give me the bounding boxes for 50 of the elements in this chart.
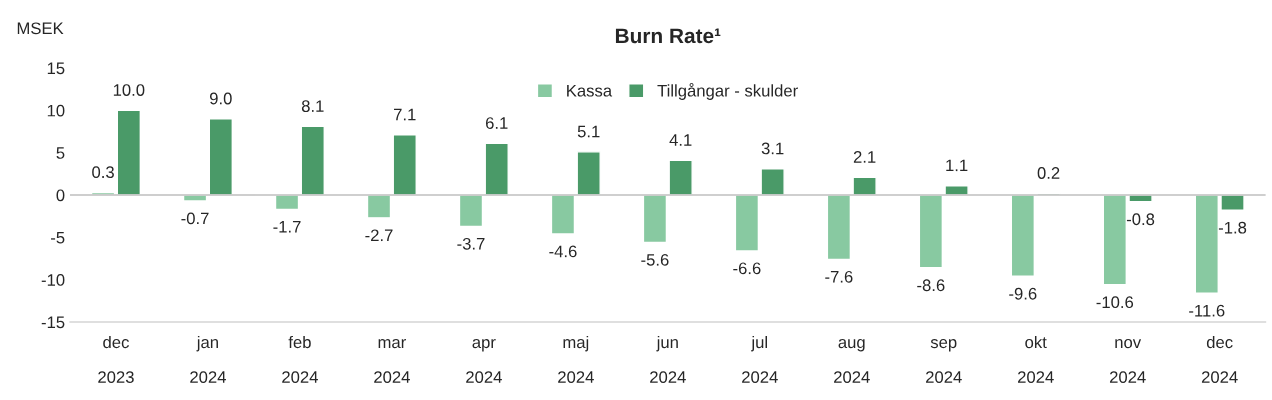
data-label: -4.6: [549, 245, 577, 258]
x-tick-label: jul 2024: [742, 335, 778, 383]
data-label: -0.7: [181, 212, 209, 225]
x-tick-label: jan 2024: [190, 335, 226, 383]
data-label: 10.0: [113, 84, 145, 96]
data-label: -9.6: [1009, 287, 1037, 300]
y-tick-label: 10: [47, 104, 65, 117]
legend-label: Tillgångar - skulder: [657, 83, 798, 100]
data-label: 5.1: [577, 125, 600, 138]
y-tick-label: -10: [41, 274, 65, 286]
category-label: dec 2024: [1201, 335, 1238, 383]
data-label: -1.8: [1218, 221, 1247, 234]
x-tick-label: jun 2024: [650, 335, 686, 383]
category-label: okt 2024: [1018, 335, 1054, 383]
x-tick-label: maj 2024: [558, 335, 594, 383]
data-label: -10.6: [1096, 296, 1134, 309]
data-label: -7.6: [825, 270, 853, 283]
y-axis-title: MSEK: [17, 22, 64, 35]
data-label: -0.8: [1126, 213, 1155, 226]
data-label: -5.6: [641, 253, 669, 266]
data-label: 0.2: [1037, 167, 1060, 179]
data-label: 0.3: [92, 166, 114, 179]
y-tick-label: 5: [56, 147, 65, 159]
data-label: 8.1: [301, 100, 324, 113]
data-label: -1.7: [273, 221, 301, 233]
y-tick-label: -5: [51, 231, 65, 244]
category-label: nov 2024: [1109, 339, 1146, 383]
data-label: 4.1: [669, 134, 692, 146]
data-label: 2.1: [853, 151, 876, 163]
data-label: 7.1: [394, 108, 416, 121]
data-label: -3.7: [457, 237, 485, 250]
category-label: feb 2024: [282, 335, 318, 383]
category-label: dec 2023: [98, 335, 134, 383]
data-label: 3.1: [761, 142, 784, 155]
data-label: -8.6: [917, 279, 945, 292]
y-tick-label: 15: [47, 62, 65, 75]
data-label: -6.6: [733, 262, 761, 275]
x-tick-label: apr 2024: [466, 339, 502, 383]
chart-title: Burn Rate¹: [615, 28, 721, 44]
y-tick-label: -15: [41, 316, 65, 329]
data-label: 6.1: [485, 117, 508, 129]
category-label: mar 2024: [374, 339, 410, 383]
legend-label: Kassa: [567, 84, 613, 97]
data-label: 9.0: [210, 92, 232, 105]
data-label: 1.1: [946, 159, 968, 172]
x-tick-label: sep 2024: [926, 339, 962, 383]
data-label: -2.7: [365, 229, 393, 242]
x-tick-label: aug 2024: [834, 339, 870, 383]
data-label: -11.6: [1189, 304, 1225, 317]
y-tick-label: 0: [56, 189, 65, 202]
